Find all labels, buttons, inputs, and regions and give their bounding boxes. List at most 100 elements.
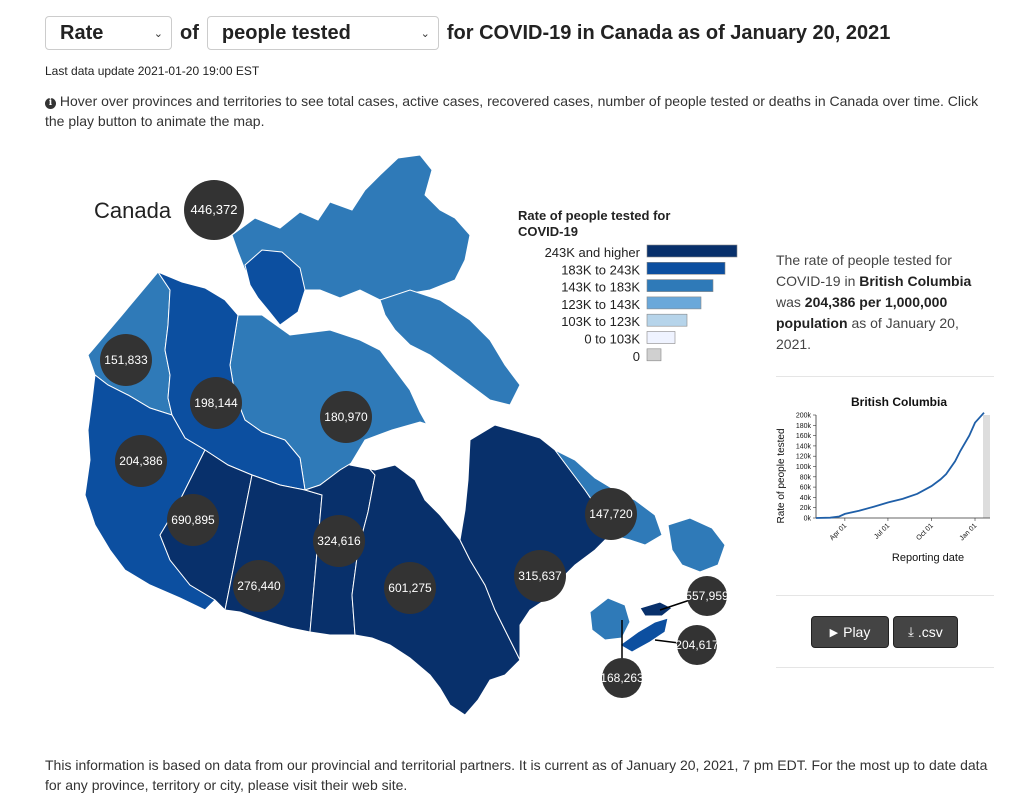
description-was: was	[776, 294, 801, 310]
bubble-sk-circle	[233, 560, 285, 612]
download-icon: ⤓	[908, 624, 914, 639]
series-line	[815, 412, 985, 519]
footer-text: This information is based on data from o…	[45, 757, 988, 793]
divider	[776, 667, 994, 668]
bubble-nu-value: 180,970	[324, 410, 368, 424]
legend-label: 0 to 103K	[584, 332, 640, 347]
bubble-ab-value: 690,895	[171, 513, 215, 527]
bubble-yt-value: 151,833	[104, 353, 148, 367]
bubble-qc-circle	[514, 550, 566, 602]
info-text-body: Hover over provinces and territories to …	[45, 93, 979, 129]
bubble-mb-circle	[313, 515, 365, 567]
legend-label: 0	[633, 349, 640, 364]
bubble-nt[interactable]: 198,144	[190, 377, 242, 429]
bubble-sk[interactable]: 276,440	[233, 560, 285, 612]
chart-plot: 0k 20k 40k 60k 80k 100k 120k 140k 160k 180k 200k Ap…	[796, 412, 990, 542]
bubble-nt-value: 198,144	[194, 396, 238, 410]
bubble-ab[interactable]: 690,895	[167, 494, 219, 546]
divider	[776, 595, 994, 596]
x-tick-label: Jan 01	[959, 522, 979, 542]
bubble-canada-circle	[184, 180, 244, 240]
bubble-pe[interactable]: 557,959	[685, 576, 729, 616]
y-tick-label: 120k	[796, 454, 812, 461]
legend-items: 243K and higher 183K to 243K 143K to 183K 1…	[545, 244, 738, 364]
bubble-nb-circle	[602, 658, 642, 698]
bubble-mb[interactable]: 324,616	[313, 515, 365, 567]
canada-label: Canada	[94, 198, 172, 223]
bubble-nl-circle	[585, 488, 637, 540]
x-tick-label: Jul 01	[873, 522, 891, 540]
chart-title: British Columbia	[851, 395, 947, 409]
legend-label: 143K to 183K	[561, 280, 640, 295]
legend-swatch	[646, 331, 676, 344]
bubble-ns-circle	[677, 625, 717, 665]
bubble-nl[interactable]: 147,720	[585, 488, 637, 540]
legend-swatch	[646, 261, 726, 275]
legend-swatch	[646, 348, 662, 362]
bubble-canada-value: 446,372	[191, 202, 238, 217]
region-pe[interactable]	[639, 601, 673, 617]
bubble-yt[interactable]: 151,833	[100, 334, 152, 386]
bubble-ns[interactable]: 204,617	[675, 625, 719, 665]
region-nb[interactable]	[589, 597, 631, 641]
header: Rate ⌄ of people tested ⌄ for COVID-19 i…	[45, 16, 898, 50]
bubble-ab-circle	[167, 494, 219, 546]
value-bubbles: 446,372 151,833 198,144 180,970 204,386 690,8…	[100, 180, 729, 698]
metric-select-value: Rate	[60, 21, 104, 44]
measure-select[interactable]: people tested ⌄	[206, 16, 439, 50]
legend-label: 183K to 243K	[561, 262, 640, 277]
y-tick-label: 60k	[800, 485, 812, 492]
x-tick-label: Oct 01	[915, 522, 935, 542]
bubble-bc-circle	[115, 435, 167, 487]
y-tick-label: 140k	[796, 443, 812, 450]
region-ns[interactable]	[619, 617, 669, 653]
legend-label: 243K and higher	[545, 245, 641, 260]
selected-value: 204,386 per 1,000,000 population	[776, 294, 948, 331]
canada-map: Canada 446,372 151,833 198,144 180,970 204,3…	[84, 154, 729, 716]
bubble-nu[interactable]: 180,970	[320, 391, 372, 443]
play-button[interactable]: ▶ Play	[811, 616, 889, 648]
legend-swatch	[646, 279, 714, 292]
divider	[776, 376, 994, 377]
bubble-bc[interactable]: 204,386	[115, 435, 167, 487]
bubble-ns-value: 204,617	[675, 638, 719, 652]
map-legend: Rate of people tested for COVID-19 243K …	[518, 208, 738, 364]
region-nu-baffin[interactable]	[379, 289, 521, 406]
bubble-pe-circle	[687, 576, 727, 616]
region-description: The rate of people tested for COVID-19 i…	[776, 250, 992, 355]
bubble-yt-circle	[100, 334, 152, 386]
legend-title: Rate of people tested for	[518, 208, 670, 223]
y-tick-label: 160k	[796, 433, 812, 440]
chevron-down-icon: ⌄	[153, 27, 163, 40]
bubble-qc[interactable]: 315,637	[514, 550, 566, 602]
play-icon: ▶	[829, 626, 839, 639]
measure-select-value: people tested	[221, 21, 351, 44]
y-tick-label: 180k	[796, 423, 812, 430]
csv-download-button[interactable]: ⤓ .csv	[893, 616, 958, 648]
bubble-mb-value: 324,616	[317, 534, 361, 548]
csv-label: .csv	[917, 624, 943, 640]
bubble-sk-value: 276,440	[237, 579, 281, 593]
y-tick-label: 0k	[804, 516, 812, 523]
bubble-on-value: 601,275	[388, 581, 432, 595]
region-nl-island[interactable]	[667, 517, 726, 573]
legend-swatch	[646, 244, 738, 258]
bubble-canada[interactable]: 446,372	[184, 180, 244, 240]
region-on[interactable]	[351, 449, 521, 716]
legend-swatch	[646, 313, 688, 327]
chevron-down-icon: ⌄	[420, 27, 430, 40]
bubble-qc-value: 315,637	[518, 569, 562, 583]
description-prefix: The rate of people tested for COVID-19 i…	[776, 252, 952, 289]
metric-select[interactable]: Rate ⌄	[45, 16, 172, 50]
bubble-on-circle	[384, 562, 436, 614]
bubble-nb-value: 168,263	[600, 671, 644, 685]
y-tick-label: 100k	[796, 464, 812, 471]
y-tick-label: 200k	[796, 413, 812, 420]
x-tick-label: Apr 01	[829, 522, 849, 542]
y-tick-label: 40k	[800, 495, 812, 502]
bubble-nb[interactable]: 168,263	[600, 658, 644, 698]
current-date-band	[983, 415, 990, 518]
region-nu-victoria-island[interactable]	[244, 249, 306, 326]
bubble-on[interactable]: 601,275	[384, 562, 436, 614]
chart-x-label: Reporting date	[892, 552, 964, 564]
